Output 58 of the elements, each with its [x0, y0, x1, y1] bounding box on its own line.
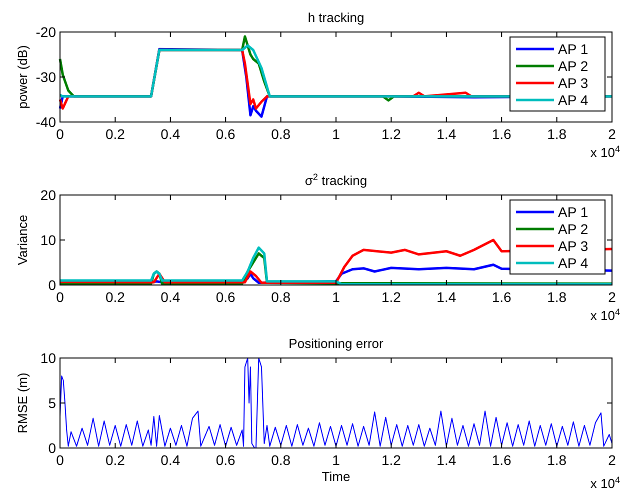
x-tick-label: 1.2	[381, 289, 402, 305]
x-tick-label: 0.8	[271, 126, 291, 142]
x-tick-label: 0.2	[105, 452, 126, 468]
y-tick-label: 0	[48, 440, 56, 456]
y-tick-label: 10	[40, 232, 56, 248]
legend-label: AP 1	[558, 204, 588, 220]
x-tick-label: 2	[608, 289, 616, 305]
text: x 10$^{4}$	[590, 144, 620, 160]
legend-label: AP 1	[558, 41, 588, 57]
chart-title: σ$^{2}$ tracking	[304, 172, 368, 188]
x-tick-label: 0.4	[160, 452, 180, 468]
x-tick-label: 0.6	[216, 289, 236, 305]
x-tick-label: 1.8	[547, 126, 567, 142]
x-tick-label: 2	[608, 126, 616, 142]
x-tick-label: 1.4	[436, 126, 456, 142]
y-tick-label: -30	[36, 69, 56, 85]
x-tick-label: 1.2	[381, 452, 402, 468]
y-axis-title: RMSE (m)	[15, 372, 30, 434]
y-tick-label: -40	[36, 114, 56, 130]
y-tick-label: 20	[40, 187, 56, 203]
legend-label: AP 4	[558, 255, 588, 271]
y-tick-label: 5	[48, 395, 56, 411]
x-tick-label: 0.4	[160, 289, 180, 305]
x-tick-label: 0.2	[105, 289, 126, 305]
x-tick-label: 0.8	[271, 452, 291, 468]
x-tick-label: 1.4	[436, 289, 456, 305]
x-tick-label: 0.6	[216, 126, 236, 142]
x-tick-label: 1.6	[492, 452, 512, 468]
line-series	[60, 358, 612, 448]
x-tick-label: 1.6	[492, 289, 512, 305]
x-axis-title: Time	[322, 469, 350, 484]
x-tick-label: 1	[332, 452, 340, 468]
legend-label: AP 2	[558, 221, 588, 237]
chart-title: Positioning error	[288, 336, 384, 351]
y-tick-label: 0	[48, 277, 56, 293]
x-tick-label: 1.8	[547, 289, 567, 305]
legend-label: AP 4	[558, 92, 588, 108]
x-tick-label: 1.4	[436, 452, 456, 468]
x-tick-label: 1.8	[547, 452, 567, 468]
x-tick-label: 1	[332, 289, 340, 305]
legend-label: AP 3	[558, 75, 588, 91]
x-tick-label: 1	[332, 126, 340, 142]
legend-label: AP 3	[558, 238, 588, 254]
chart-title: h tracking	[308, 10, 364, 25]
legend-label: AP 2	[558, 58, 588, 74]
x-tick-label: 0.8	[271, 289, 291, 305]
y-tick-label: 10	[40, 350, 56, 366]
x-tick-label: 0.4	[160, 126, 180, 142]
x-tick-label: 0.2	[105, 126, 126, 142]
x-tick-label: 1.2	[381, 126, 402, 142]
text: x 10$^{4}$	[590, 475, 620, 490]
text: x 10$^{4}$	[590, 307, 620, 323]
y-axis-title: Variance	[15, 214, 30, 266]
y-axis-title: power (dB)	[15, 45, 30, 109]
y-tick-label: -20	[36, 24, 56, 40]
x-tick-label: 1.6	[492, 126, 512, 142]
x-tick-label: 0.6	[216, 452, 236, 468]
x-tick-label: 2	[608, 452, 616, 468]
